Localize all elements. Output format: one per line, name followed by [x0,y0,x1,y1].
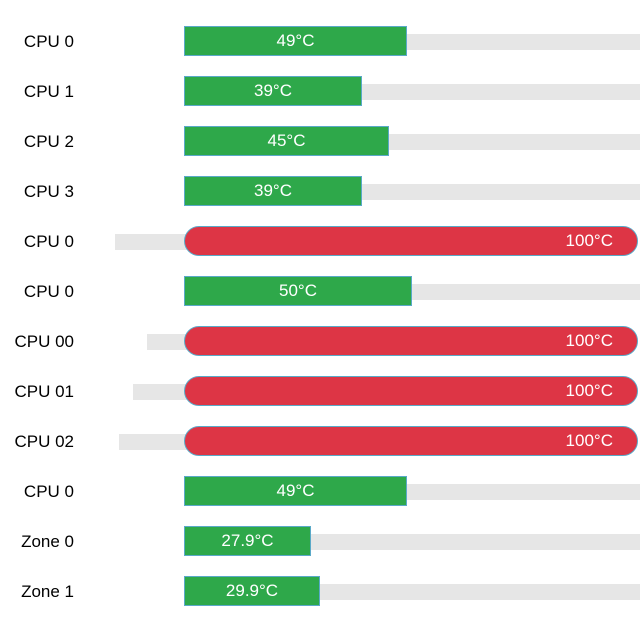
sensor-label: CPU 0 [23,482,74,501]
sensor-label: CPU 2 [23,132,74,151]
temperature-bar-critical: 100°C [184,226,638,256]
sensor-label: CPU 3 [23,182,74,201]
temperature-bar: 45°C [184,126,389,156]
sensor-label: CPU 0 [23,232,74,251]
sensor-row: CPU 0 100°C [0,225,640,259]
temperature-bar: 27.9°C [184,526,311,556]
sensor-row: Zone 0 27.9°C [0,525,640,559]
temperature-bar: 49°C [184,26,407,56]
temperature-bar: 39°C [184,76,362,106]
sensor-row: CPU 01 100°C [0,375,640,409]
sensor-label: Zone 1 [21,582,74,601]
temperature-bar-critical: 100°C [184,326,638,356]
sensor-row: Zone 1 29.9°C [0,575,640,609]
temperature-bar: 39°C [184,176,362,206]
temperature-bar: 49°C [184,476,407,506]
temperature-track [115,234,204,250]
temperature-bar-critical: 100°C [184,426,638,456]
temperature-track [119,434,204,450]
sensor-label: CPU 1 [23,82,74,101]
sensor-label: CPU 0 [23,282,74,301]
sensor-row: CPU 3 39°C [0,175,640,209]
sensor-label: Zone 0 [21,532,74,551]
temperature-bar: 29.9°C [184,576,320,606]
sensor-row: CPU 0 49°C [0,475,640,509]
sensor-label: CPU 0 [23,32,74,51]
sensor-label: CPU 02 [14,432,74,451]
sensor-row: CPU 0 49°C [0,25,640,59]
sensor-row: CPU 2 45°C [0,125,640,159]
temperature-bar-critical: 100°C [184,376,638,406]
sensor-row: CPU 00 100°C [0,325,640,359]
sensor-row: CPU 02 100°C [0,425,640,459]
sensor-row: CPU 1 39°C [0,75,640,109]
sensor-row: CPU 0 50°C [0,275,640,309]
sensor-label: CPU 01 [14,382,74,401]
sensor-label: CPU 00 [14,332,74,351]
temperature-bar: 50°C [184,276,412,306]
